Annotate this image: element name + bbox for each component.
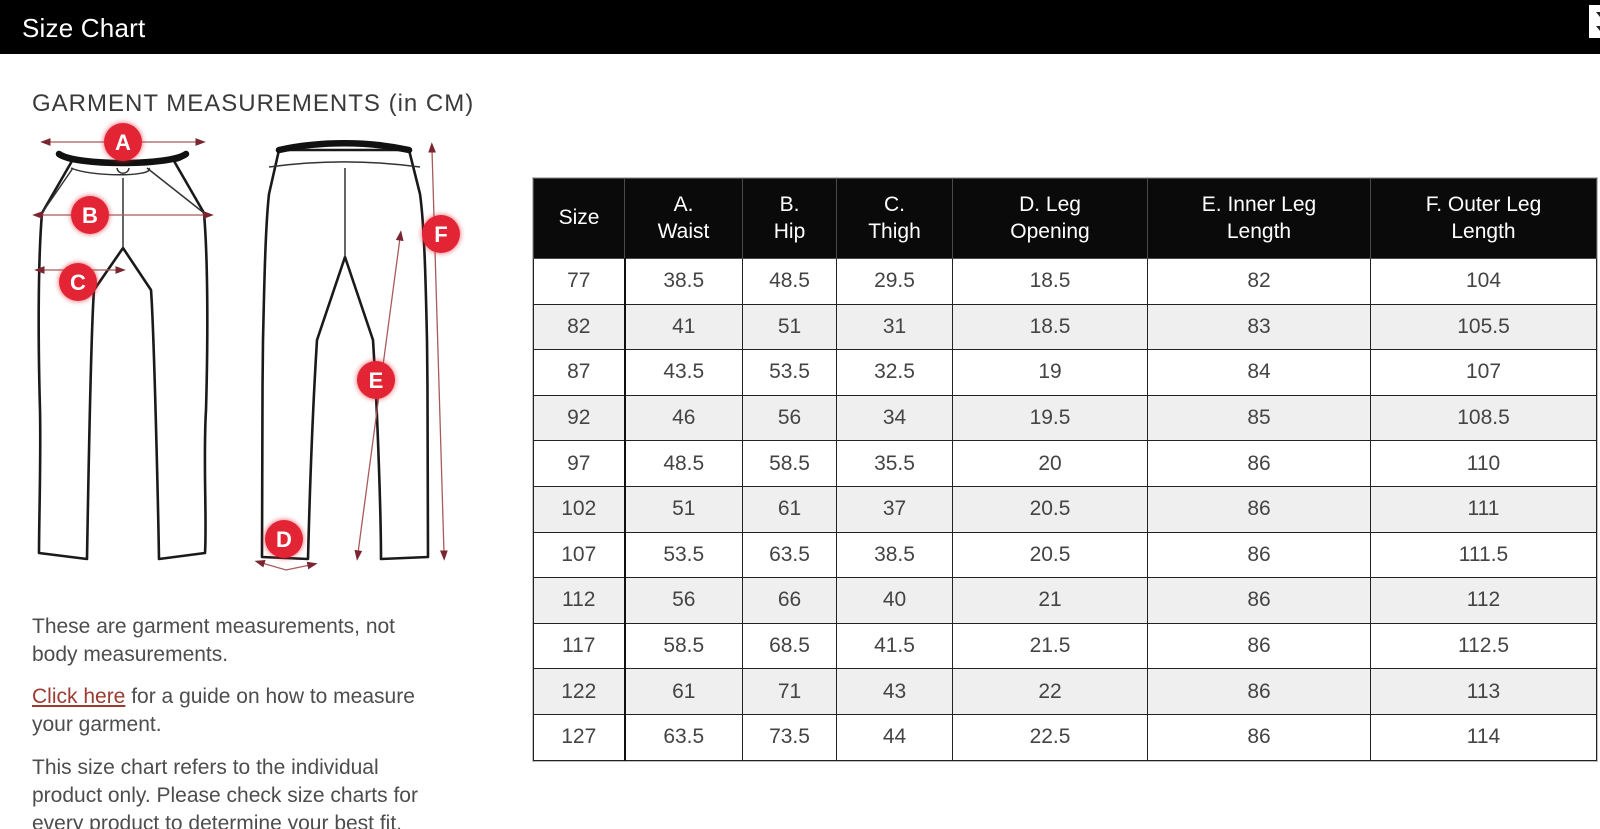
svg-text:E: E	[369, 368, 384, 393]
svg-text:C: C	[70, 270, 86, 295]
svg-text:B: B	[82, 203, 98, 228]
svg-text:A: A	[115, 130, 131, 155]
svg-text:F: F	[434, 222, 447, 247]
svg-text:D: D	[276, 527, 292, 552]
